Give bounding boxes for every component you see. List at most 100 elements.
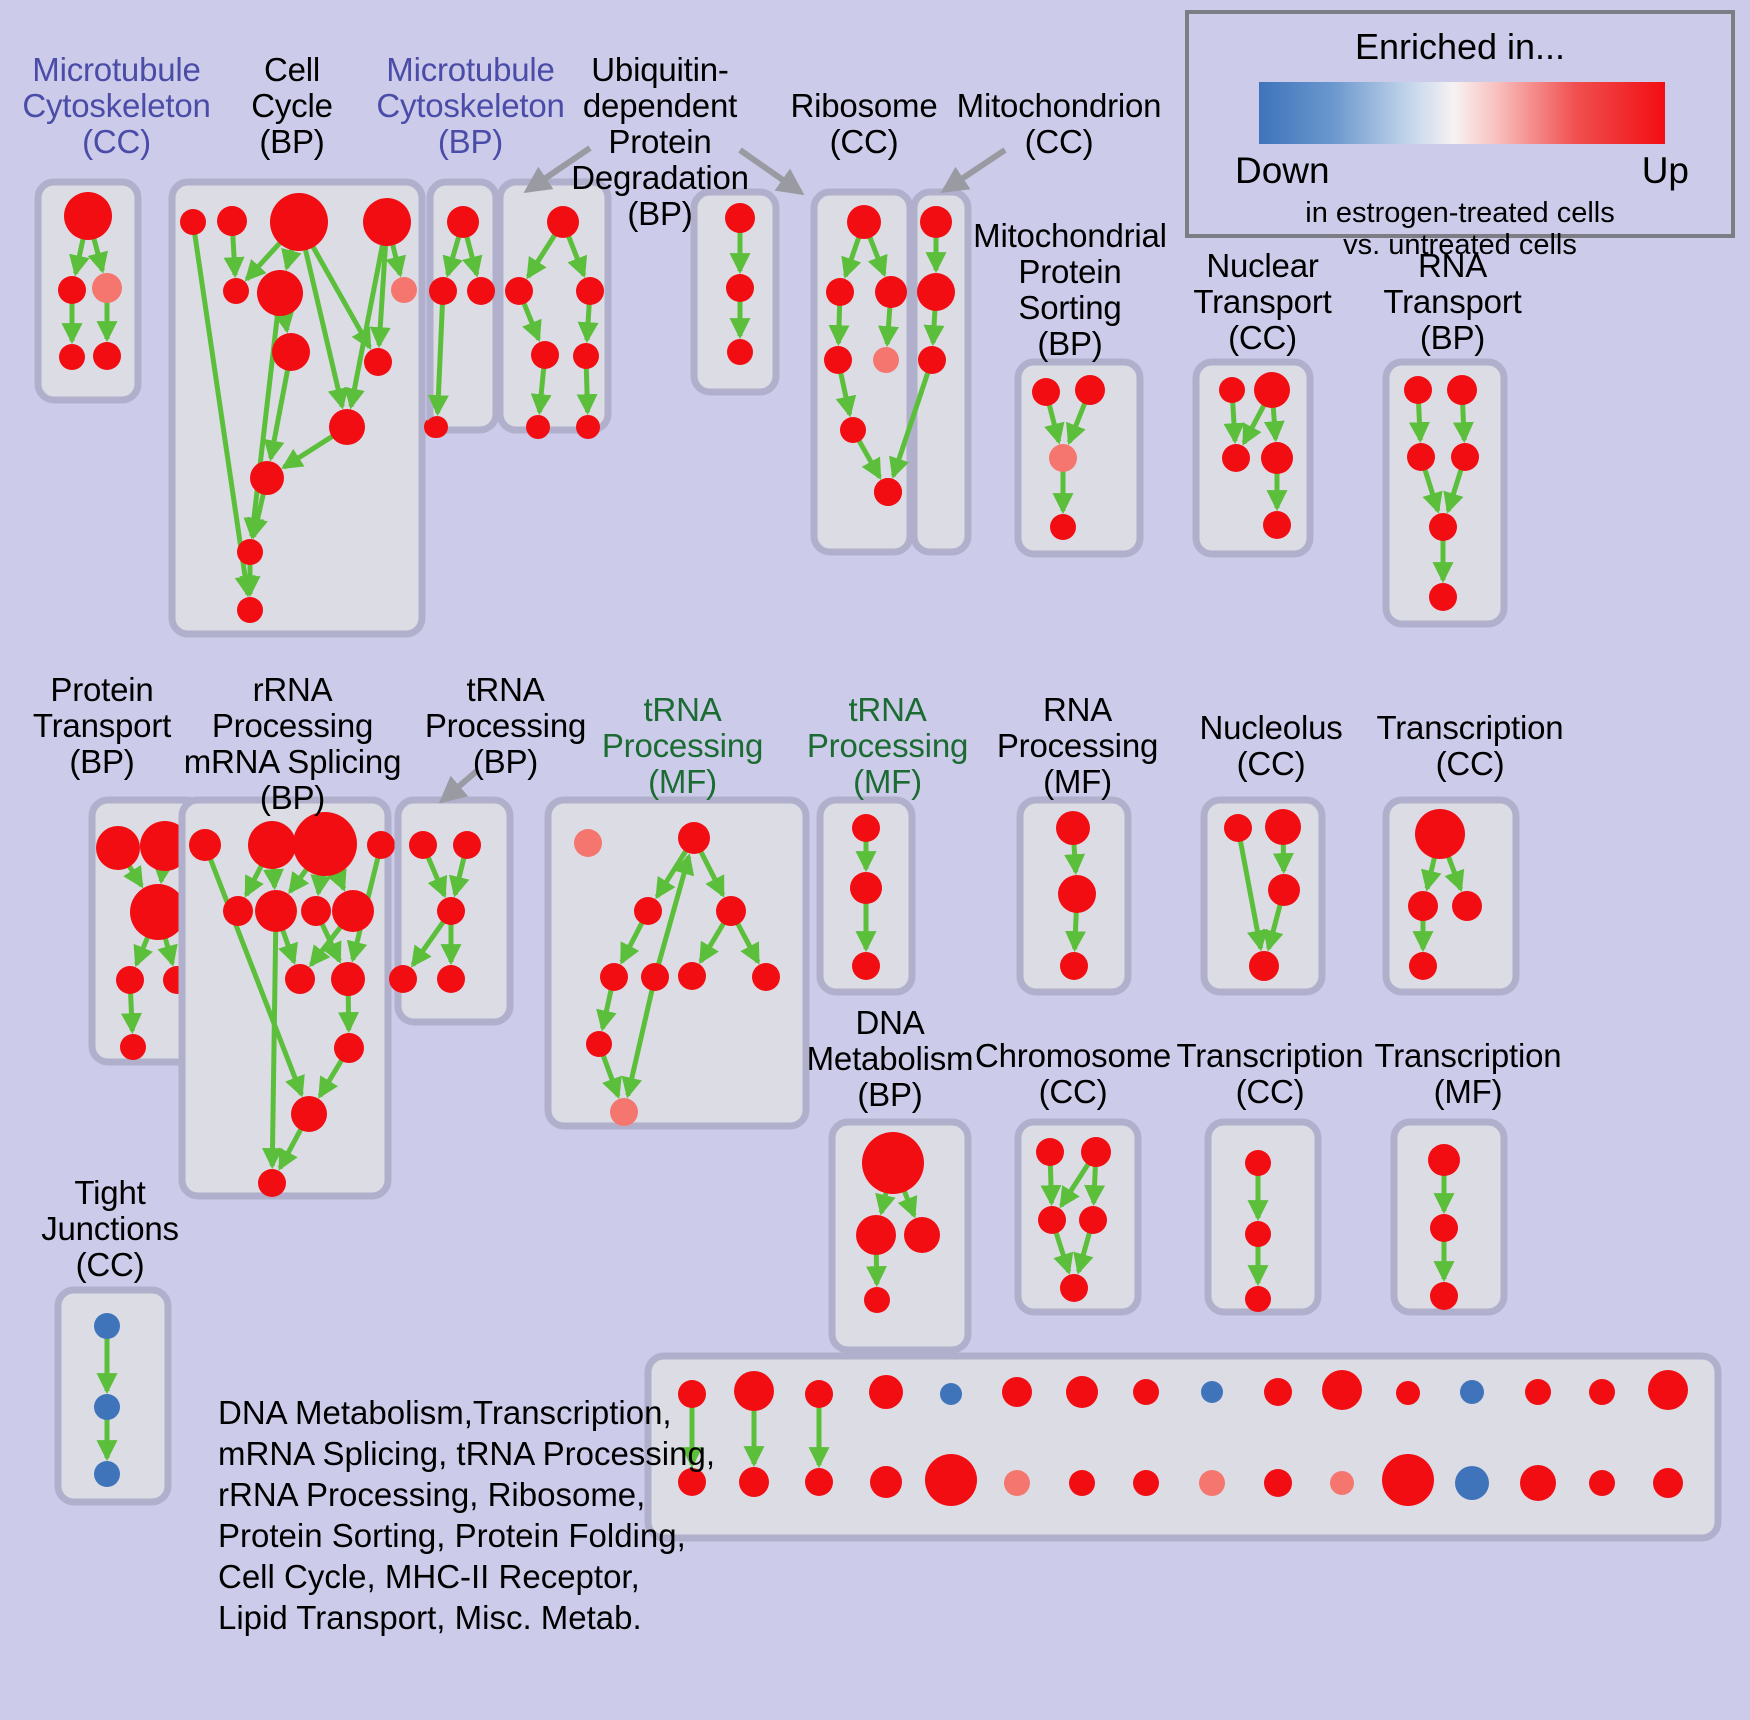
network-node[interactable] <box>1199 1470 1225 1496</box>
network-node[interactable] <box>250 461 284 495</box>
network-node[interactable] <box>367 831 395 859</box>
network-node[interactable] <box>332 890 374 932</box>
network-node[interactable] <box>634 897 662 925</box>
network-node[interactable] <box>752 963 780 991</box>
network-node[interactable] <box>189 829 221 861</box>
network-node[interactable] <box>726 274 754 302</box>
network-node[interactable] <box>1201 1381 1223 1403</box>
network-node[interactable] <box>1263 511 1291 539</box>
network-node[interactable] <box>586 1031 612 1057</box>
network-node[interactable] <box>1036 1138 1064 1166</box>
network-node[interactable] <box>1075 375 1105 405</box>
network-node[interactable] <box>1058 875 1096 913</box>
network-node[interactable] <box>363 198 411 246</box>
network-node[interactable] <box>453 831 481 859</box>
network-node[interactable] <box>826 278 854 306</box>
network-node[interactable] <box>1079 1206 1107 1234</box>
network-node[interactable] <box>237 539 263 565</box>
network-node[interactable] <box>391 277 417 303</box>
network-node[interactable] <box>1004 1470 1030 1496</box>
network-node[interactable] <box>1069 1470 1095 1496</box>
network-node[interactable] <box>1038 1206 1066 1234</box>
network-node[interactable] <box>610 1098 638 1126</box>
network-node[interactable] <box>1254 372 1290 408</box>
network-node[interactable] <box>1447 375 1477 405</box>
network-node[interactable] <box>1060 1274 1088 1302</box>
network-node[interactable] <box>1396 1381 1420 1405</box>
network-node[interactable] <box>526 415 550 439</box>
network-node[interactable] <box>334 1033 364 1063</box>
network-node[interactable] <box>257 270 303 316</box>
network-node[interactable] <box>467 277 495 305</box>
network-node[interactable] <box>301 896 331 926</box>
network-node[interactable] <box>1451 443 1479 471</box>
network-node[interactable] <box>1222 444 1250 472</box>
network-node[interactable] <box>237 597 263 623</box>
network-node[interactable] <box>1430 1214 1458 1242</box>
network-node[interactable] <box>96 826 140 870</box>
network-node[interactable] <box>847 205 881 239</box>
network-node[interactable] <box>1409 952 1437 980</box>
network-node[interactable] <box>1653 1468 1683 1498</box>
network-node[interactable] <box>874 478 902 506</box>
network-node[interactable] <box>331 962 365 996</box>
network-node[interactable] <box>1224 814 1252 842</box>
network-node[interactable] <box>94 1313 120 1339</box>
network-node[interactable] <box>223 896 253 926</box>
network-node[interactable] <box>1648 1370 1688 1410</box>
network-node[interactable] <box>389 965 417 993</box>
network-node[interactable] <box>94 1461 120 1487</box>
network-node[interactable] <box>1408 891 1438 921</box>
network-node[interactable] <box>505 277 533 305</box>
network-node[interactable] <box>1589 1470 1615 1496</box>
network-node[interactable] <box>864 1287 890 1313</box>
network-node[interactable] <box>217 206 247 236</box>
network-node[interactable] <box>678 962 706 990</box>
network-node[interactable] <box>447 206 479 238</box>
network-node[interactable] <box>739 1467 769 1497</box>
network-node[interactable] <box>94 1394 120 1420</box>
network-node[interactable] <box>285 964 315 994</box>
network-node[interactable] <box>1330 1471 1354 1495</box>
network-node[interactable] <box>576 415 600 439</box>
network-node[interactable] <box>918 346 946 374</box>
network-node[interactable] <box>248 821 296 869</box>
network-node[interactable] <box>120 1034 146 1060</box>
network-node[interactable] <box>1245 1221 1271 1247</box>
network-node[interactable] <box>1589 1379 1615 1405</box>
network-node[interactable] <box>875 276 907 308</box>
network-node[interactable] <box>856 1215 896 1255</box>
network-node[interactable] <box>873 347 899 373</box>
network-node[interactable] <box>426 416 448 438</box>
network-node[interactable] <box>291 1096 327 1132</box>
network-node[interactable] <box>852 814 880 842</box>
network-node[interactable] <box>437 965 465 993</box>
network-node[interactable] <box>272 333 310 371</box>
network-node[interactable] <box>1455 1466 1489 1500</box>
network-node[interactable] <box>116 966 144 994</box>
network-node[interactable] <box>1219 377 1245 403</box>
network-node[interactable] <box>59 344 85 370</box>
network-node[interactable] <box>130 884 186 940</box>
network-node[interactable] <box>409 831 437 859</box>
network-node[interactable] <box>573 343 599 369</box>
network-node[interactable] <box>869 1375 903 1409</box>
network-node[interactable] <box>805 1380 833 1408</box>
network-node[interactable] <box>1452 891 1482 921</box>
network-node[interactable] <box>862 1132 924 1194</box>
network-node[interactable] <box>293 812 357 876</box>
network-node[interactable] <box>223 278 249 304</box>
network-node[interactable] <box>727 339 753 365</box>
network-node[interactable] <box>1264 1378 1292 1406</box>
network-node[interactable] <box>329 409 365 445</box>
network-node[interactable] <box>1268 874 1300 906</box>
network-node[interactable] <box>64 192 112 240</box>
network-node[interactable] <box>1245 1150 1271 1176</box>
network-node[interactable] <box>734 1371 774 1411</box>
network-node[interactable] <box>258 1169 286 1197</box>
network-node[interactable] <box>1430 1282 1458 1310</box>
network-node[interactable] <box>1032 378 1060 406</box>
network-node[interactable] <box>1460 1380 1484 1404</box>
network-node[interactable] <box>716 896 746 926</box>
network-node[interactable] <box>917 273 955 311</box>
